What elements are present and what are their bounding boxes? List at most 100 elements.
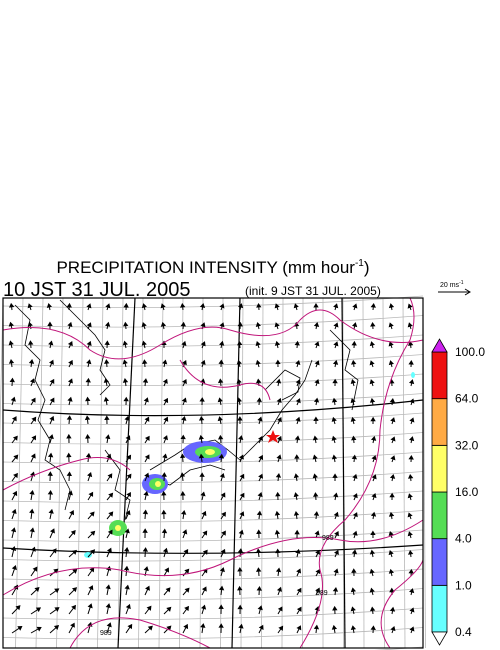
wind-arrow [68, 604, 76, 615]
wind-arrow [11, 605, 21, 615]
wind-arrow [200, 623, 206, 634]
wind-arrow [67, 396, 73, 406]
wind-arrow [371, 455, 377, 463]
wind-arrow [200, 491, 206, 501]
wind-arrow [49, 359, 54, 368]
wind-arrow [313, 302, 319, 311]
wind-arrow [257, 416, 263, 425]
wind-arrow [68, 587, 78, 596]
wind-arrow [295, 398, 301, 406]
wind-arrow [370, 416, 376, 425]
wind-arrow [332, 359, 339, 368]
wind-arrow [407, 322, 413, 330]
wind-arrow [277, 606, 283, 615]
wind-arrow [333, 511, 339, 520]
title-close: ) [364, 258, 370, 277]
wind-arrow [67, 378, 73, 387]
domain-lines [2, 297, 424, 649]
wind-arrow [87, 530, 96, 539]
wind-arrow [105, 434, 111, 444]
wind-arrow [238, 454, 244, 463]
wind-arrow [29, 378, 35, 387]
parallel [2, 412, 424, 426]
wind-arrow [369, 568, 375, 577]
colorbar-segment [431, 584, 448, 633]
wind-arrow [312, 473, 318, 482]
wind-arrow [104, 415, 110, 425]
wind-arrow [237, 321, 243, 330]
wind-arrow [141, 303, 147, 311]
wind-arrow [85, 396, 91, 406]
wind-arrow [85, 434, 91, 444]
wind-arrow [11, 416, 17, 425]
wind-arrow [315, 587, 321, 596]
colorbar: 0.4 1.0 4.0 16.0 32.0 64.0 100.0 [431, 338, 485, 646]
wind-arrow [10, 396, 16, 406]
wind-arrow [369, 341, 375, 349]
map-area: 989 989 989 [0, 295, 426, 650]
parallel [2, 373, 424, 387]
wind-arrow [293, 492, 299, 501]
parallel [2, 451, 424, 465]
colorbar-segment [431, 491, 448, 540]
wind-arrow [103, 396, 110, 406]
wind-arrow [201, 586, 207, 596]
wind-arrow [124, 528, 130, 539]
wind-arrow [181, 340, 187, 349]
wind-arrow [275, 548, 281, 558]
wind-arrow [47, 321, 53, 330]
wind-arrow [388, 341, 394, 349]
wind-arrow [144, 605, 152, 615]
wind-arrow [255, 341, 261, 349]
meridian [117, 297, 124, 649]
wind-arrow [141, 322, 147, 330]
wind-arrow [237, 585, 243, 596]
wind-arrow [313, 322, 320, 330]
parallel [2, 529, 424, 543]
wind-arrow [29, 527, 35, 539]
wind-arrow [331, 397, 338, 406]
wind-arrow [370, 625, 376, 634]
wind-arrow [409, 417, 415, 425]
wind-arrow [181, 509, 187, 520]
wind-arrow [219, 340, 225, 349]
wind-arrow [48, 508, 54, 520]
wind-arrow [46, 303, 53, 311]
wind-arrow [105, 603, 111, 615]
wind-arrow [257, 492, 263, 501]
wind-arrow [161, 509, 167, 520]
wind-arrow [198, 434, 204, 444]
wind-arrow [144, 585, 150, 596]
wind-arrow [351, 454, 357, 463]
wind-arrow [106, 547, 112, 558]
wind-arrow [388, 322, 394, 330]
wind-arrow [255, 567, 262, 577]
wind-arrow [11, 454, 19, 463]
colorbar-label: 0.4 [455, 625, 472, 639]
wind-arrow [350, 416, 356, 425]
wind-arrow [256, 302, 262, 311]
wind-arrow [294, 435, 301, 444]
wind-arrow [162, 359, 168, 368]
wind-arrow [122, 359, 128, 368]
wind-arrow [220, 511, 226, 520]
wind-arrow [275, 378, 282, 387]
wind-arrow [10, 545, 17, 558]
wind-arrow [388, 568, 395, 577]
wind-arrow [162, 378, 168, 387]
wind-arrow [66, 302, 72, 311]
wind-arrow [294, 454, 300, 463]
colorbar-label: 1.0 [455, 578, 472, 592]
wind-arrow [29, 489, 35, 501]
wind-arrow [28, 359, 35, 368]
wind-arrow [239, 473, 245, 482]
vector-scale-arrow [438, 288, 471, 296]
wind-arrow [125, 454, 132, 463]
wind-arrow [179, 472, 186, 482]
wind-arrow [296, 587, 302, 596]
wind-arrow [219, 567, 225, 577]
wind-arrow [125, 473, 132, 482]
wind-arrow [199, 303, 206, 311]
wind-arrow [258, 624, 264, 634]
wind-arrow [219, 303, 225, 311]
